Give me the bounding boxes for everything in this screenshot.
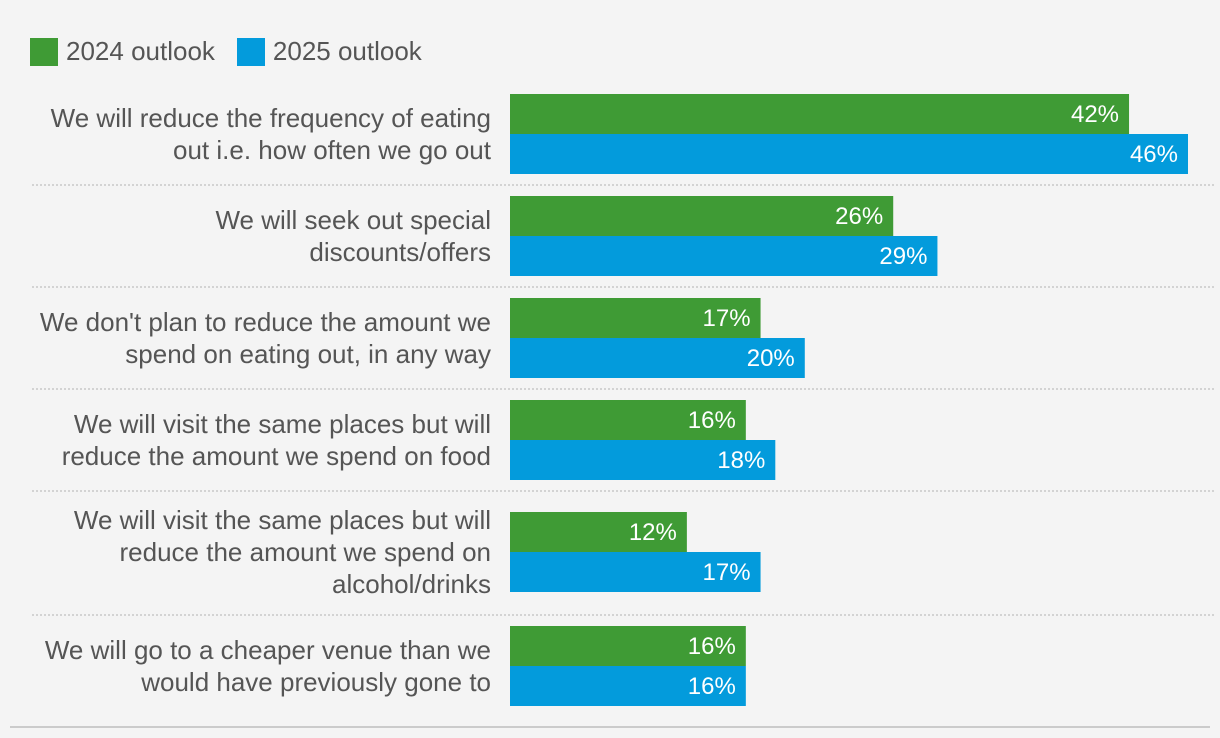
legend-swatch-2024 [30, 37, 58, 66]
legend-item-2025: 2025 outlook [236, 36, 422, 67]
category-label-line: spend on eating out, in any way [125, 339, 491, 369]
legend-item-2024: 2024 outlook [30, 36, 215, 67]
bar-2024-5 [510, 512, 687, 552]
category-label-line: We will go to a cheaper venue than we [45, 635, 491, 665]
category-label-6: We will go to a cheaper venue than we wou… [45, 635, 491, 697]
bar-2025-4 [510, 440, 776, 480]
bar-label-2025-3: 20% [747, 345, 795, 372]
bar-2025-3 [510, 338, 805, 378]
category-label-2: We will seek out special discounts/offers [215, 205, 491, 267]
category-label-line: would have previously gone to [140, 667, 491, 697]
bar-label-2024-1: 42% [1071, 101, 1119, 128]
category-label-line: We will visit the same places but will [74, 505, 491, 535]
bar-label-2025-2: 29% [879, 243, 927, 270]
bar-2025-2 [510, 236, 938, 276]
bar-label-2025-5: 17% [703, 559, 751, 586]
bar-label-2025-1: 46% [1130, 141, 1178, 168]
bar-label-2024-5: 12% [629, 519, 677, 546]
bar-2025-6 [510, 666, 746, 706]
category-label-line: reduce the amount we spend on food [62, 441, 491, 471]
bar-label-2024-4: 16% [688, 407, 736, 434]
legend-swatch-2025 [236, 37, 265, 66]
bar-2025-1 [510, 134, 1188, 174]
bar-2024-4 [510, 400, 746, 440]
bar-2024-1 [510, 94, 1130, 134]
category-label-line: out i.e. how often we go out [173, 135, 492, 165]
bar-label-2024-2: 26% [835, 203, 883, 230]
bar-label-2024-6: 16% [688, 633, 736, 660]
category-label-line: We will seek out special [215, 205, 491, 235]
category-label-line: discounts/offers [309, 237, 491, 267]
bar-2024-2 [510, 196, 894, 236]
legend-label-2025: 2025 outlook [272, 36, 422, 66]
chart-legend: 2024 outlook 2025 outlook [30, 36, 444, 67]
bar-2025-5 [510, 552, 761, 592]
category-label-line: reduce the amount we spend on [120, 537, 491, 567]
category-label-line: We will visit the same places but will [74, 409, 491, 439]
category-label-line: We will reduce the frequency of eating [51, 103, 491, 133]
category-label-5: We will visit the same places but will re… [74, 505, 491, 599]
bar-label-2024-3: 17% [703, 305, 751, 332]
bar-2024-3 [510, 298, 761, 338]
bar-2024-6 [510, 626, 746, 666]
legend-label-2024: 2024 outlook [66, 36, 215, 66]
bar-label-2025-6: 16% [688, 673, 736, 700]
category-label-line: alcohol/drinks [332, 569, 491, 599]
category-label-4: We will visit the same places but will re… [62, 409, 491, 471]
category-label-1: We will reduce the frequency of eating ou… [51, 103, 492, 165]
category-label-3: We don't plan to reduce the amount we spe… [40, 307, 491, 369]
bar-label-2025-4: 18% [717, 447, 765, 474]
category-label-line: We don't plan to reduce the amount we [40, 307, 491, 337]
